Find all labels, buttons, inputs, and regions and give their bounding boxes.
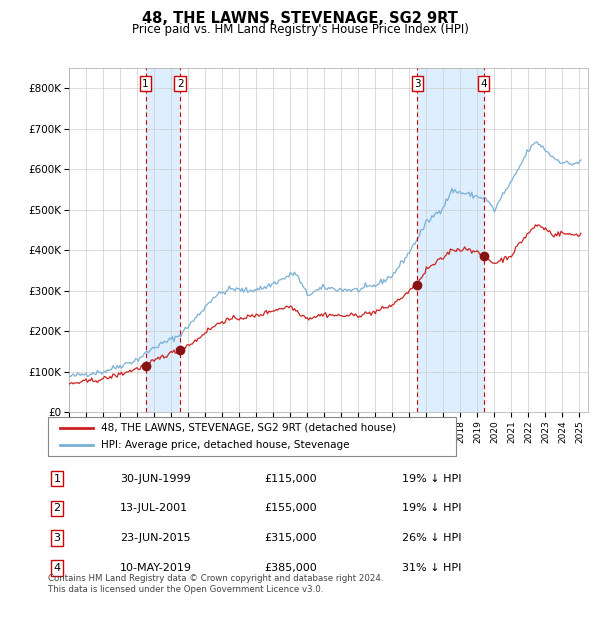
Text: 19% ↓ HPI: 19% ↓ HPI bbox=[402, 503, 461, 513]
Text: £155,000: £155,000 bbox=[264, 503, 317, 513]
Text: 26% ↓ HPI: 26% ↓ HPI bbox=[402, 533, 461, 543]
Text: 30-JUN-1999: 30-JUN-1999 bbox=[120, 474, 191, 484]
Text: 2: 2 bbox=[53, 503, 61, 513]
Text: 10-MAY-2019: 10-MAY-2019 bbox=[120, 563, 192, 573]
Text: 4: 4 bbox=[53, 563, 61, 573]
Text: 3: 3 bbox=[53, 533, 61, 543]
Text: 2: 2 bbox=[177, 79, 184, 89]
Text: 48, THE LAWNS, STEVENAGE, SG2 9RT: 48, THE LAWNS, STEVENAGE, SG2 9RT bbox=[142, 11, 458, 26]
Text: Price paid vs. HM Land Registry's House Price Index (HPI): Price paid vs. HM Land Registry's House … bbox=[131, 23, 469, 36]
Text: 1: 1 bbox=[53, 474, 61, 484]
Text: £315,000: £315,000 bbox=[264, 533, 317, 543]
Text: Contains HM Land Registry data © Crown copyright and database right 2024.: Contains HM Land Registry data © Crown c… bbox=[48, 574, 383, 583]
Text: 1: 1 bbox=[142, 79, 149, 89]
Text: HPI: Average price, detached house, Stevenage: HPI: Average price, detached house, Stev… bbox=[101, 440, 350, 450]
Text: 23-JUN-2015: 23-JUN-2015 bbox=[120, 533, 191, 543]
Text: £385,000: £385,000 bbox=[264, 563, 317, 573]
Text: 31% ↓ HPI: 31% ↓ HPI bbox=[402, 563, 461, 573]
Text: 48, THE LAWNS, STEVENAGE, SG2 9RT (detached house): 48, THE LAWNS, STEVENAGE, SG2 9RT (detac… bbox=[101, 423, 396, 433]
Text: 13-JUL-2001: 13-JUL-2001 bbox=[120, 503, 188, 513]
Text: 3: 3 bbox=[414, 79, 421, 89]
Text: 19% ↓ HPI: 19% ↓ HPI bbox=[402, 474, 461, 484]
Text: This data is licensed under the Open Government Licence v3.0.: This data is licensed under the Open Gov… bbox=[48, 585, 323, 594]
Text: £115,000: £115,000 bbox=[264, 474, 317, 484]
Text: 4: 4 bbox=[480, 79, 487, 89]
Bar bbox=[146, 68, 180, 412]
Bar bbox=[418, 68, 484, 412]
